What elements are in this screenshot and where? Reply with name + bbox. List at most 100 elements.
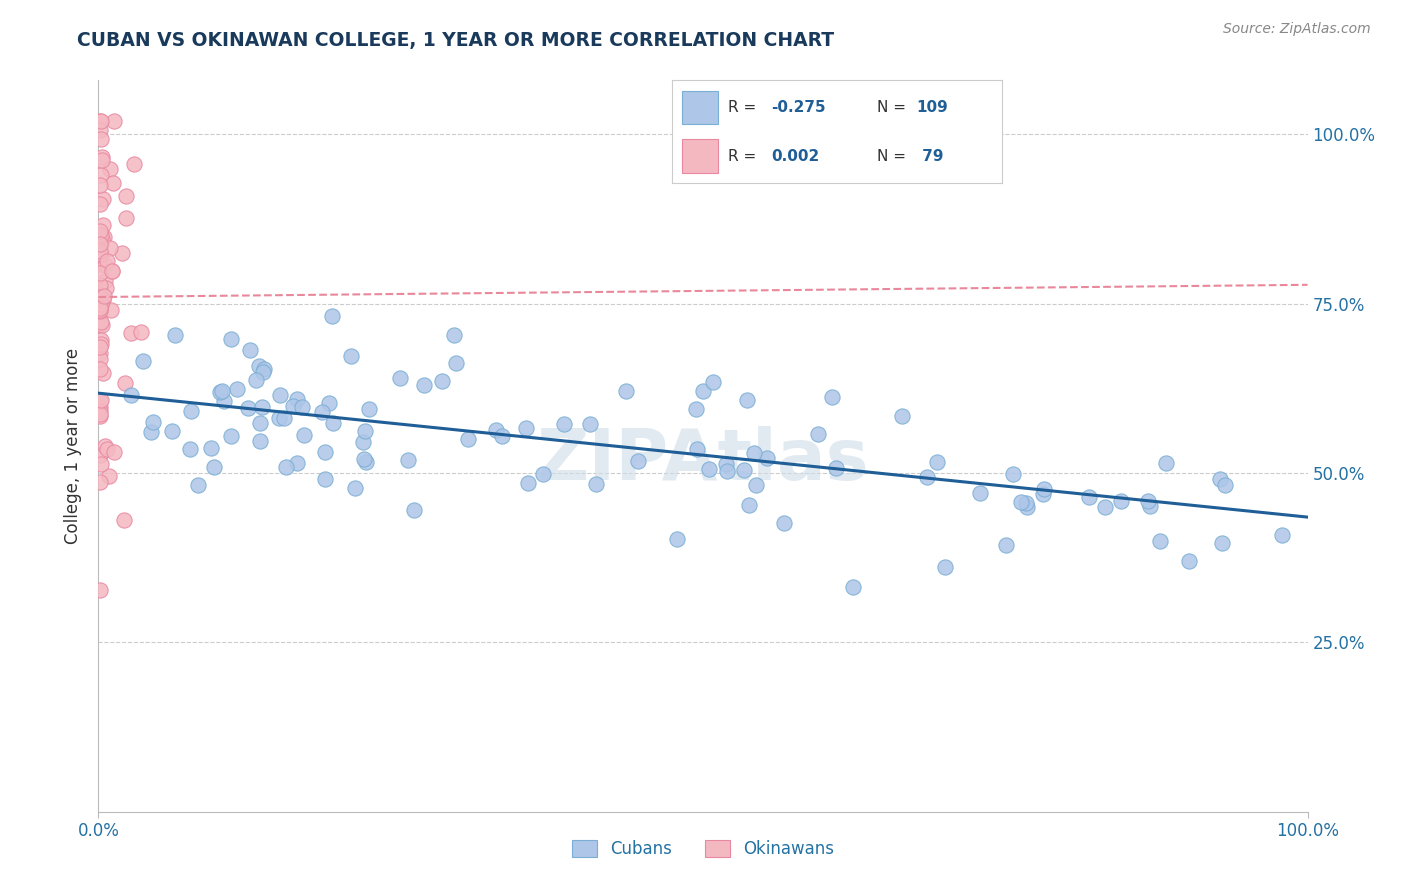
Point [686,442,709,457]
Point [89,114,111,128]
Point [93,439,115,453]
Point [1137,494,1160,508]
Point [89,123,111,137]
Point [89,340,111,354]
Point [90,297,112,311]
Point [89,475,111,489]
Point [1213,478,1236,492]
Point [994,538,1017,552]
Point [714,457,737,471]
Point [89,227,111,241]
Point [180,404,202,418]
Point [1209,472,1232,486]
Point [485,423,508,437]
Point [90,457,112,471]
Point [90,153,112,167]
Point [697,462,720,476]
Point [100,264,122,278]
Point [517,475,540,490]
Point [773,516,796,530]
Point [292,427,315,442]
Text: 109: 109 [917,101,948,115]
Point [1149,534,1171,549]
Point [354,455,377,469]
Point [93,230,115,244]
Point [252,365,274,379]
Point [90,114,112,128]
Point [179,442,201,456]
Y-axis label: College, 1 year or more: College, 1 year or more [65,348,83,544]
Point [1078,490,1101,504]
Point [515,421,537,435]
Point [211,384,233,398]
Point [89,224,111,238]
Point [412,378,434,392]
Text: R =: R = [728,101,762,115]
Text: ZIPAtlas: ZIPAtlas [537,426,869,495]
Point [321,309,343,323]
FancyBboxPatch shape [682,139,718,173]
Point [219,332,242,346]
Point [685,402,707,417]
Point [89,302,111,317]
Point [100,302,122,317]
Point [89,300,111,314]
Point [531,467,554,482]
Point [89,290,111,304]
Point [219,429,242,443]
Point [90,297,112,311]
Point [90,333,112,347]
Point [120,387,142,401]
Point [738,499,761,513]
Point [91,193,114,207]
FancyBboxPatch shape [682,91,718,124]
Text: 79: 79 [917,149,943,164]
Point [90,315,112,329]
Point [245,373,267,387]
Point [89,582,111,597]
Point [396,452,419,467]
Point [352,434,374,449]
Point [553,417,575,432]
Point [90,169,112,183]
Text: N =: N = [877,101,911,115]
Point [1015,496,1038,510]
Point [692,384,714,398]
Point [129,325,152,339]
Point [934,560,956,574]
Point [1032,482,1054,496]
Point [404,502,426,516]
Point [314,471,336,485]
Point [89,407,111,421]
Point [132,354,155,368]
Point [756,450,779,465]
Point [1094,500,1116,514]
Point [314,444,336,458]
Text: Source: ZipAtlas.com: Source: ZipAtlas.com [1223,22,1371,37]
Point [101,176,124,190]
Text: R =: R = [728,149,762,164]
Point [89,283,111,297]
Point [1109,494,1132,508]
Legend: Cubans, Okinawans: Cubans, Okinawans [572,840,834,858]
Point [702,376,724,390]
Point [122,157,145,171]
Point [627,454,650,468]
Point [291,400,314,414]
Point [389,371,412,385]
Point [666,533,689,547]
Point [94,258,117,272]
Point [249,434,271,449]
Point [925,455,948,469]
Point [353,424,375,438]
Point [98,161,121,176]
Point [91,318,114,332]
Point [89,244,111,258]
Text: N =: N = [877,149,911,164]
Point [187,477,209,491]
Point [318,395,340,409]
Point [579,417,602,431]
Point [89,393,111,408]
Point [1001,467,1024,481]
Point [139,425,162,439]
